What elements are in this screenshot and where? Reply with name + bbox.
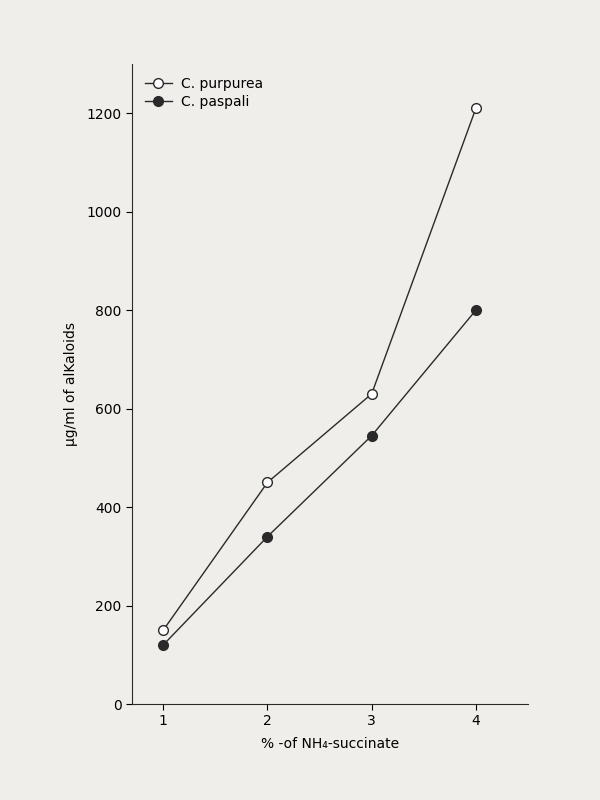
Legend: C. purpurea, C. paspali: C. purpurea, C. paspali: [139, 71, 268, 114]
Y-axis label: µg/ml of alKaloids: µg/ml of alKaloids: [64, 322, 78, 446]
X-axis label: % -of NH₄-succinate: % -of NH₄-succinate: [261, 737, 399, 750]
